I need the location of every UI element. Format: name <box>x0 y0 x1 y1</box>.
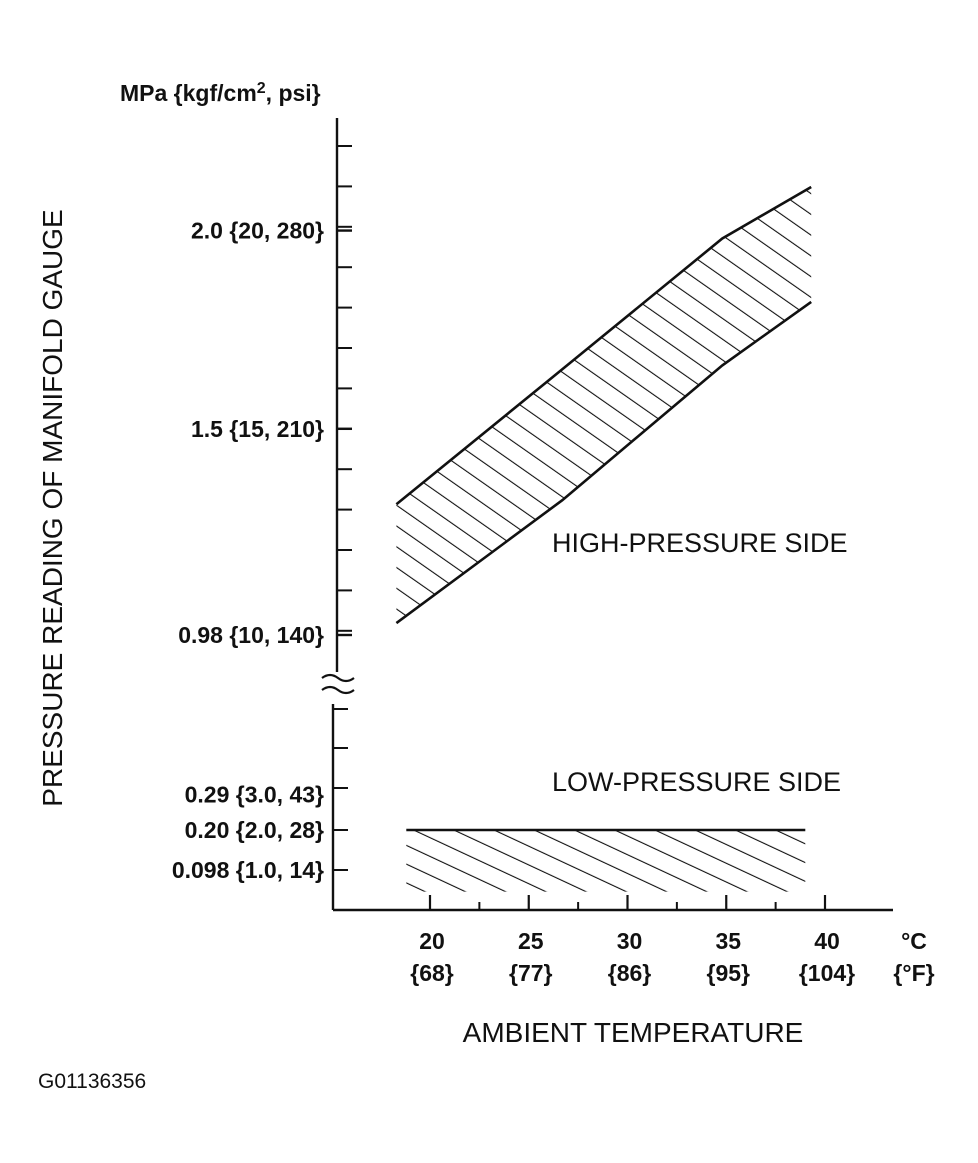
x-tick-label-fahrenheit: {95} <box>707 960 751 986</box>
x-unit-fahrenheit: {°F} <box>893 960 934 986</box>
y-tick-labels: 0.98 {10, 140} 1.5 {15, 210} 2.0 {20, 280}… <box>172 218 352 883</box>
x-tick-label-fahrenheit: {68} <box>410 960 454 986</box>
y-minor-ticks <box>333 145 352 871</box>
y-axis-title: PRESSURE READING OF MANIFOLD GAUGE <box>37 209 68 806</box>
x-tick-label-celsius: 35 <box>715 928 741 954</box>
x-tick-label-celsius: 25 <box>518 928 544 954</box>
band-lower-edge <box>395 300 812 625</box>
x-tick-label-celsius: 40 <box>814 928 840 954</box>
y-tick-label: 1.5 {15, 210} <box>191 416 324 442</box>
x-tick-label-fahrenheit: {86} <box>608 960 652 986</box>
x-tick-label-fahrenheit: {104} <box>799 960 855 986</box>
y-tick-label: 2.0 {20, 280} <box>191 218 324 244</box>
band-upper-edge <box>395 185 812 506</box>
x-tick-label-fahrenheit: {77} <box>509 960 553 986</box>
band-low-pressure <box>406 830 806 892</box>
band-high-pressure <box>396 187 812 624</box>
x-tick-label-celsius: 20 <box>419 928 445 954</box>
x-ticks: 20 {68} 25 {77} 30 {86} 35 {95} 40 {104} <box>410 895 855 986</box>
axis-break-mark <box>321 673 355 695</box>
series-label-high: HIGH-PRESSURE SIDE <box>552 528 848 558</box>
y-tick-label: 0.098 {1.0, 14} <box>172 857 324 883</box>
series-label-low: LOW-PRESSURE SIDE <box>552 767 841 797</box>
y-tick-label: 0.29 {3.0, 43} <box>185 782 324 808</box>
x-unit-celsius: °C <box>901 928 927 954</box>
data-bands <box>395 185 812 892</box>
figure-code: G01136356 <box>38 1070 146 1093</box>
y-tick-label: 0.98 {10, 140} <box>178 622 324 648</box>
y-unit-label: MPa {kgf/cm2, psi} <box>120 80 321 107</box>
y-axis <box>321 118 355 910</box>
y-tick-label: 0.20 {2.0, 28} <box>185 817 324 843</box>
x-axis-title: AMBIENT TEMPERATURE <box>463 1017 804 1048</box>
x-tick-label-celsius: 30 <box>617 928 643 954</box>
